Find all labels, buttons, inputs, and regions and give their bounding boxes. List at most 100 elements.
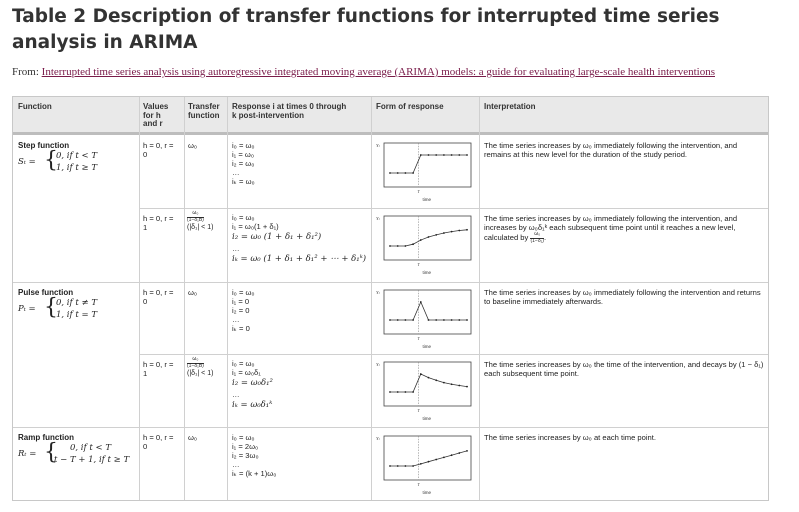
response-line: iₖ = ω₀δ₁ᵏ [232, 400, 273, 410]
column-divider [371, 97, 372, 500]
response-line: iₖ = ω₀ [232, 177, 255, 186]
plot-frame [383, 435, 472, 481]
data-point [427, 319, 430, 321]
row-divider [13, 427, 768, 428]
data-point [435, 319, 438, 321]
intervention-label: T [417, 408, 420, 413]
source-article-link[interactable]: Interrupted time series analysis using a… [41, 66, 715, 78]
function-name: Pulse function [18, 288, 74, 297]
y-axis-label: Yₜ [376, 216, 381, 221]
data-point [435, 379, 438, 382]
data-point [450, 383, 453, 386]
response-cell: i₀ = ω₀ i₁ = 0 i₂ = 0 … iₖ = 0 [232, 288, 255, 333]
header-response: Response i at times 0 through k post-int… [232, 102, 347, 120]
response-line: i₂ = 0 [232, 306, 250, 315]
values-line: h = 0, r = [143, 288, 174, 297]
function-case: 1, if t = T [56, 310, 97, 320]
data-point [404, 319, 407, 321]
data-point [419, 239, 422, 241]
function-cell-pulse: Pulse function Pₜ = { 0, if t ≠ T 1, if … [18, 288, 133, 323]
column-divider [184, 97, 185, 500]
series-line [390, 300, 467, 321]
data-point [443, 381, 445, 384]
response-line: … [232, 244, 240, 253]
data-point [412, 172, 414, 174]
data-point [450, 319, 453, 321]
data-point [450, 454, 453, 457]
row-divider [139, 208, 768, 209]
response-line: i₂ = ω₀δ₁² [232, 378, 273, 388]
data-point [450, 154, 453, 156]
data-point [443, 154, 445, 156]
data-point [412, 391, 414, 393]
fraction-denominator: (1−δ₁B) [187, 362, 204, 369]
response-cell: i₀ = ω₀ i₁ = ω₀(1 + δ₁) i₂ = ω₀ (1 + δ₁ … [232, 213, 366, 266]
data-point [427, 460, 430, 463]
data-point [427, 236, 430, 238]
response-cell: i₀ = ω₀ i₁ = ω₀ i₂ = ω₀ … iₖ = ω₀ [232, 141, 255, 186]
fraction-denominator: (1−δ₁B) [187, 216, 204, 223]
values-line: 0 [143, 442, 148, 451]
column-divider [139, 97, 140, 500]
data-point [466, 385, 468, 388]
y-axis-label: Yₜ [376, 436, 381, 441]
response-line: i₁ = ω₀(1 + δ₁) [232, 222, 279, 231]
function-definition: Sₜ = { 0, if t < T 1, if t ≥ T [18, 148, 133, 176]
data-point [404, 465, 407, 467]
fraction-numerator: ω₀ [187, 356, 204, 364]
fraction-numerator: ω₀ [187, 210, 204, 218]
values-cell: h = 0, r = 1 [143, 214, 173, 232]
intervention-label: T [417, 482, 420, 487]
data-point [458, 452, 461, 454]
data-point [458, 229, 461, 232]
column-divider [479, 97, 480, 500]
header-values-line3: and r [143, 119, 163, 128]
x-axis-label: time [423, 490, 432, 495]
response-line: iₖ = (k + 1)ω₀ [232, 469, 277, 478]
values-line: h = 0, r = [143, 433, 174, 442]
data-point [466, 154, 468, 156]
response-cell: i₀ = ω₀ i₁ = ω₀δ₁ i₂ = ω₀δ₁² … iₖ = ω₀δ₁… [232, 359, 273, 412]
response-line: … [232, 315, 240, 324]
values-line: h = 0, r = [143, 214, 174, 223]
row-divider [13, 282, 768, 283]
data-point [435, 154, 438, 156]
function-lhs: Rₜ = [18, 449, 37, 459]
x-axis-label: time [423, 344, 432, 349]
data-point [435, 458, 438, 461]
data-point [443, 456, 445, 459]
header-response-line1: Response i at times 0 through [232, 102, 347, 111]
fraction-numerator: ω₀ [530, 231, 544, 239]
transfer-condition: (|δ₁| < 1) [187, 370, 214, 377]
transfer-cell: ω₀ [188, 141, 198, 150]
response-line: … [232, 460, 240, 469]
response-line: i₀ = ω₀ [232, 141, 255, 150]
brace: { [44, 440, 58, 465]
transfer-function-table: Function Values for h and r Transfer fun… [12, 96, 769, 501]
header-interpretation: Interpretation [484, 102, 536, 111]
transfer-fraction: ω₀ (1−δ₁B) [187, 210, 204, 223]
data-point [466, 319, 468, 321]
data-point [396, 172, 399, 174]
data-point [396, 465, 399, 467]
x-axis-label: time [423, 197, 432, 202]
transfer-cell: ω₀ (1−δ₁B) (|δ₁| < 1) [187, 210, 225, 232]
values-line: h = 0, r = [143, 141, 174, 150]
response-line: i₂ = 3ω₀ [232, 451, 259, 460]
header-transfer: Transfer function [188, 102, 220, 120]
function-cell-ramp: Ramp function Rₜ = { 0, if t < T t − T +… [18, 433, 138, 468]
header-function: Function [18, 102, 52, 111]
header-transfer-line2: function [188, 110, 220, 120]
x-axis-label: time [423, 270, 432, 275]
function-case: 1, if t ≥ T [56, 163, 97, 173]
data-point [466, 449, 468, 452]
data-point [404, 245, 407, 247]
intervention-label: T [417, 336, 420, 341]
response-line: iₖ = ω₀ (1 + δ₁ + δ₁² + ⋯ + δ₁ᵏ) [232, 254, 367, 264]
data-point [427, 376, 430, 379]
response-line: i₁ = 2ω₀ [232, 442, 259, 451]
data-point [450, 230, 453, 233]
